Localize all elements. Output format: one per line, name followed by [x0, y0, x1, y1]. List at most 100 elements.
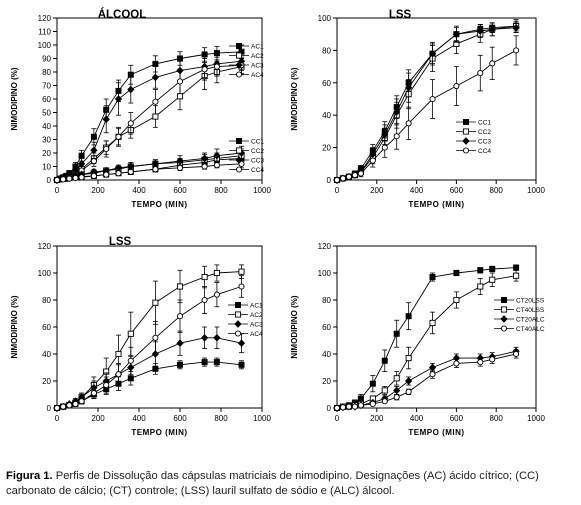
- data-point: [393, 386, 401, 395]
- legend-label: CT40LSS: [516, 307, 545, 314]
- legend-marker: [235, 156, 243, 164]
- data-point: [405, 388, 412, 395]
- legend-marker: [500, 325, 508, 332]
- data-point: [213, 162, 220, 169]
- legend-marker: [500, 315, 508, 323]
- legend-marker: [235, 137, 242, 144]
- data-point: [393, 394, 400, 401]
- series-line: [336, 275, 517, 409]
- data-point: [201, 296, 208, 304]
- data-point: [381, 398, 388, 405]
- x-axis-label: TEMPO (MIN): [408, 200, 464, 209]
- legend-marker: [500, 296, 507, 303]
- series-line: [56, 66, 242, 181]
- chart-panel-1: 0 200 400 600 800 1000 0 10 20 30 40 50 60 70 80 90 100 1…: [10, 8, 271, 209]
- data-point: [152, 365, 159, 372]
- legend-label: CC2: [478, 129, 491, 136]
- data-point: [393, 330, 400, 337]
- data-point: [152, 113, 159, 120]
- legend: AC1 AC2 AC3 AC4: [229, 43, 264, 79]
- chart-title: ÁLCOOL: [98, 8, 147, 21]
- x-tick-label: 600: [450, 414, 464, 423]
- data-point: [127, 120, 134, 127]
- data-point: [213, 151, 221, 160]
- plot-frame: [56, 17, 263, 181]
- x-tick-label: 0: [335, 414, 340, 423]
- data-point: [369, 400, 376, 408]
- data-point: [152, 334, 159, 341]
- data-point: [201, 163, 208, 170]
- data-point: [152, 60, 159, 67]
- data-point: [429, 319, 436, 327]
- legend-label: AC4: [250, 331, 263, 338]
- y-tick-label: 70: [42, 82, 51, 91]
- data-point: [369, 157, 376, 164]
- data-point: [513, 264, 520, 271]
- legend-label: AC2: [250, 312, 263, 319]
- x-tick-label: 1000: [527, 186, 545, 195]
- y-tick-label: 90: [42, 55, 51, 64]
- x-tick-label: 200: [91, 414, 105, 423]
- data-point: [213, 291, 220, 298]
- x-tick-label: 0: [55, 414, 60, 423]
- series-line: [336, 25, 517, 181]
- data-point: [90, 158, 97, 165]
- data-point: [151, 73, 160, 82]
- chart-title: LSS: [109, 236, 132, 248]
- figure: 0 200 400 600 800 100001020304050607080901001…: [10, 8, 545, 437]
- x-tick-label: 600: [450, 186, 464, 195]
- data-point: [339, 175, 347, 182]
- data-point: [176, 339, 184, 348]
- y-tick-label: 0: [47, 176, 52, 185]
- x-axis-label: TEMPO (MIN): [131, 200, 187, 209]
- y-tick-label: 60: [322, 79, 331, 88]
- y-tick-label: 60: [322, 323, 331, 332]
- data-point: [477, 359, 484, 366]
- data-point: [213, 333, 221, 342]
- data-point: [115, 371, 122, 378]
- data-point: [381, 357, 388, 364]
- data-point: [127, 357, 134, 364]
- data-point: [90, 133, 97, 140]
- series-CT40ALC: [333, 349, 520, 412]
- data-point: [333, 404, 341, 412]
- series-line: [336, 25, 517, 181]
- x-tick-label: 0: [55, 186, 60, 195]
- data-point: [103, 171, 110, 178]
- data-point: [127, 330, 134, 337]
- data-point: [103, 145, 110, 152]
- legend: AC1 AC2 AC3 AC4: [228, 301, 263, 338]
- data-point: [176, 78, 184, 85]
- data-point: [176, 313, 184, 320]
- x-tick-label: 400: [132, 186, 146, 195]
- data-point: [127, 168, 134, 175]
- data-point: [513, 350, 520, 358]
- series-AC4: [53, 275, 245, 412]
- data-point: [237, 339, 246, 348]
- data-point: [489, 356, 496, 363]
- data-point: [488, 25, 496, 34]
- data-point: [176, 361, 183, 368]
- y-tick-label: 80: [42, 68, 51, 77]
- legend-marker: [462, 147, 470, 154]
- series-CC2: [333, 19, 520, 184]
- x-tick-label: 1000: [253, 414, 271, 423]
- legend-label: CC3: [478, 139, 491, 146]
- data-point: [127, 85, 135, 94]
- data-point: [60, 176, 67, 183]
- data-point: [453, 269, 460, 276]
- y-tick-label: 40: [42, 122, 51, 131]
- data-point: [90, 172, 97, 179]
- legend-label: AC1: [251, 44, 264, 51]
- data-point: [213, 359, 220, 366]
- y-tick-label: 30: [42, 136, 51, 145]
- y-tick-label: 80: [42, 296, 51, 305]
- y-tick-label: 60: [42, 323, 51, 332]
- data-point: [78, 152, 85, 159]
- y-tick-label: 120: [318, 242, 332, 251]
- y-tick-label: 100: [318, 269, 332, 278]
- data-point: [477, 267, 484, 274]
- legend-marker: [235, 43, 242, 50]
- legend-label: AC3: [251, 63, 264, 70]
- legend-label: CT40ALC: [516, 326, 545, 333]
